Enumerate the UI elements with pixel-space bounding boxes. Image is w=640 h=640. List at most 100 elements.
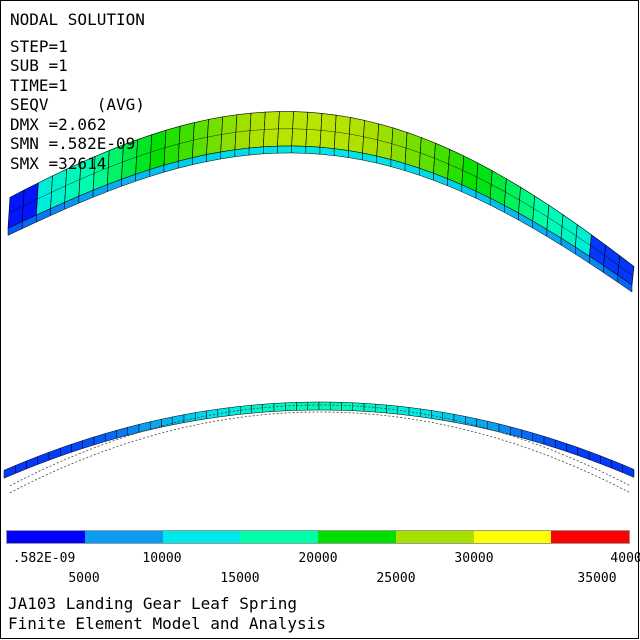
side-view-element xyxy=(453,413,466,425)
side-view-element xyxy=(93,433,106,446)
mesh-line xyxy=(448,163,463,171)
deformed-element xyxy=(319,146,335,156)
side-view-element xyxy=(195,410,207,421)
mesh-line xyxy=(420,152,435,159)
side-view-element xyxy=(285,402,297,412)
side-view-element xyxy=(262,403,275,413)
side-view-element xyxy=(183,412,196,423)
mesh-line xyxy=(108,161,123,168)
max-stress-label: SMX =32614 xyxy=(10,153,107,173)
side-view-element xyxy=(318,401,331,411)
legend-tick-label: 20000 xyxy=(298,551,338,566)
legend-swatch xyxy=(551,531,629,543)
side-view-element xyxy=(37,451,50,465)
mesh-line xyxy=(476,176,492,185)
side-view-element xyxy=(71,440,83,453)
step-label: STEP=1 xyxy=(10,36,68,56)
time-label: TIME=1 xyxy=(10,75,68,95)
mesh-line xyxy=(363,136,378,141)
deformed-element xyxy=(277,145,292,154)
solution-title: NODAL SOLUTION xyxy=(10,10,145,29)
mesh-line xyxy=(391,143,407,149)
mesh-line xyxy=(179,139,194,144)
legend-tick-label: .582E-09 xyxy=(12,551,76,566)
legend-tick-label: 15000 xyxy=(220,571,260,586)
mesh-line xyxy=(37,192,52,200)
legend-swatch xyxy=(240,531,318,543)
mesh-line xyxy=(505,191,520,201)
undeformed-outline xyxy=(9,404,631,487)
mesh-line xyxy=(235,130,251,133)
side-view-element xyxy=(48,447,61,461)
mesh-line xyxy=(561,226,577,237)
side-view-element xyxy=(82,436,95,449)
side-view-element xyxy=(588,451,601,465)
mesh-line xyxy=(406,147,421,154)
side-view-element xyxy=(408,407,421,418)
mesh-line xyxy=(136,151,151,158)
plot-caption-line-1: JA103 Landing Gear Leaf Spring xyxy=(8,594,297,613)
deformed-element xyxy=(263,145,278,155)
legend-swatch xyxy=(473,531,552,543)
legend-tick-label: 40000 xyxy=(610,551,640,566)
side-view-element xyxy=(15,460,27,474)
mesh-line xyxy=(590,245,605,256)
mesh-line xyxy=(320,130,336,133)
side-view-element xyxy=(577,447,590,460)
mesh-line xyxy=(533,208,549,218)
side-view-element xyxy=(498,423,511,436)
max-displacement-label: DMX =2.062 xyxy=(10,114,107,134)
side-view-element xyxy=(307,401,320,411)
mesh-line xyxy=(349,133,364,137)
side-view-element xyxy=(442,412,455,423)
side-view-element xyxy=(510,426,522,439)
mesh-line xyxy=(377,139,392,144)
mesh-line xyxy=(207,134,222,138)
side-view-element xyxy=(386,404,398,415)
mesh-line xyxy=(462,170,478,178)
side-view-element xyxy=(26,456,38,470)
side-view-element xyxy=(150,418,162,431)
legend-tick-label: 10000 xyxy=(142,551,182,566)
legend-swatch xyxy=(7,531,85,543)
mesh-line xyxy=(221,132,236,135)
undeformed-outline xyxy=(9,411,631,494)
solution-info-block: NODAL SOLUTION STEP=1 SUB =1 TIME=1 SEQV… xyxy=(10,10,145,173)
mesh-line xyxy=(164,143,180,148)
side-view-element xyxy=(217,407,230,418)
mesh-line xyxy=(618,265,634,276)
side-view-element xyxy=(273,402,286,412)
substep-label: SUB =1 xyxy=(10,56,68,75)
side-view-element xyxy=(566,443,578,456)
plot-caption-line-2: Finite Element Model and Analysis xyxy=(8,614,326,633)
mesh-line xyxy=(264,128,279,130)
side-view-element xyxy=(105,429,117,442)
side-view-element xyxy=(487,420,500,433)
mesh-line xyxy=(8,205,24,214)
legend-swatch xyxy=(395,531,474,543)
mesh-line xyxy=(94,167,109,174)
mesh-line xyxy=(576,235,591,246)
mesh-line xyxy=(547,217,563,227)
side-view-element xyxy=(296,401,308,411)
side-view-element xyxy=(116,426,128,439)
side-view-element xyxy=(532,432,545,445)
legend-swatch xyxy=(162,531,241,543)
side-view-element xyxy=(611,459,623,474)
deformed-element xyxy=(617,274,633,293)
side-view-element xyxy=(600,455,612,469)
mesh-line xyxy=(434,158,449,165)
side-view-element xyxy=(172,414,185,426)
deformed-element xyxy=(248,146,264,156)
result-item-label: SEQV (AVG) xyxy=(10,95,145,114)
mesh-line xyxy=(519,199,534,209)
legend-tick-label: 30000 xyxy=(454,551,494,566)
legend-swatch xyxy=(318,531,396,543)
mesh-line xyxy=(79,173,95,180)
side-view-element xyxy=(543,435,556,449)
mesh-line xyxy=(51,185,66,193)
mesh-line xyxy=(250,129,265,131)
side-view-element xyxy=(3,465,16,479)
